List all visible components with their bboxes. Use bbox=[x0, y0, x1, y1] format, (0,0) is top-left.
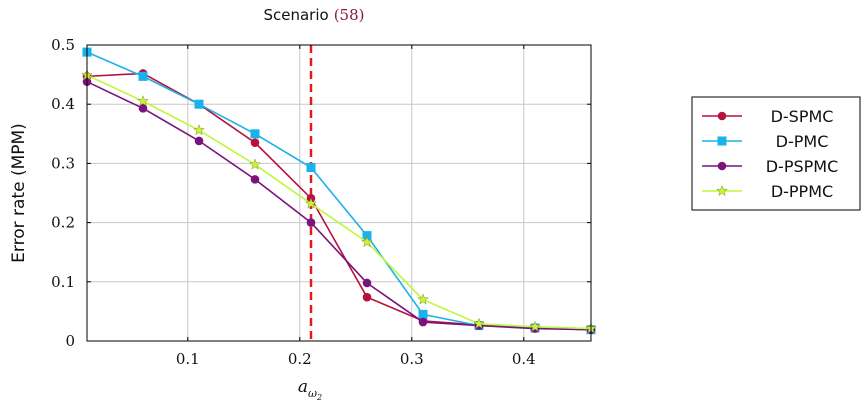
data-point-marker bbox=[250, 138, 260, 147]
legend-label: D-PMC bbox=[776, 132, 829, 151]
series-d-pmc bbox=[82, 47, 596, 335]
data-point-marker bbox=[418, 309, 428, 319]
legend-item-d-pmc: D-PMC bbox=[702, 132, 828, 151]
data-point-marker bbox=[529, 320, 541, 332]
y-tick-label: 0 bbox=[65, 332, 75, 350]
data-point-marker bbox=[362, 292, 372, 302]
legend-item-d-spmc: D-SPMC bbox=[702, 107, 833, 126]
chart-title-reference: (58) bbox=[334, 6, 365, 24]
x-tick-label: 0.2 bbox=[288, 350, 312, 368]
x-axis-label: aω2 bbox=[298, 377, 322, 402]
series-d-pspmc bbox=[82, 77, 596, 335]
data-point-marker bbox=[305, 197, 317, 209]
x-axis-label-subscript: ω bbox=[308, 387, 317, 400]
data-point-marker bbox=[362, 278, 372, 288]
series-group bbox=[81, 47, 597, 335]
data-point-marker bbox=[306, 163, 316, 173]
data-point-marker bbox=[717, 111, 727, 121]
x-tick-label: 0.1 bbox=[176, 350, 200, 368]
data-point-marker bbox=[417, 293, 429, 305]
data-point-marker bbox=[716, 184, 728, 196]
data-point-marker bbox=[473, 317, 485, 329]
legend-item-d-ppmc: D-PPMC bbox=[702, 182, 833, 201]
chart-title: Scenario (58) bbox=[263, 6, 364, 24]
data-point-marker bbox=[138, 104, 148, 113]
data-point-marker bbox=[717, 136, 727, 146]
series-line bbox=[86, 51, 592, 331]
series-line bbox=[86, 74, 592, 330]
data-point-marker bbox=[250, 175, 260, 184]
y-axis-label: Error rate (MPM) bbox=[9, 123, 29, 263]
data-point-marker bbox=[194, 136, 204, 146]
legend-label: D-PPMC bbox=[771, 182, 833, 201]
legend-label: D-SPMC bbox=[771, 107, 834, 126]
data-point-marker bbox=[362, 231, 372, 241]
y-tick-label: 0.3 bbox=[51, 154, 75, 172]
data-point-marker bbox=[138, 71, 148, 81]
x-tick-label: 0.4 bbox=[512, 350, 536, 368]
data-point-marker bbox=[249, 158, 261, 170]
data-point-marker bbox=[193, 124, 205, 136]
data-point-marker bbox=[194, 99, 204, 109]
data-point-marker bbox=[717, 161, 727, 171]
legend-label: D-PSPMC bbox=[766, 157, 839, 176]
y-tick-label: 0.1 bbox=[51, 273, 75, 291]
legend: D-SPMC D-PMC D-PSPMC D-PPMC bbox=[691, 96, 861, 211]
y-tick-label: 0.5 bbox=[51, 36, 75, 54]
y-tick-label: 0.2 bbox=[51, 214, 75, 232]
tick-labels: 0.1 0.2 0.3 0.4 0 0.1 0.2 0.3 0.4 0.5 bbox=[51, 36, 591, 368]
x-axis-label-subsubscript: 2 bbox=[316, 393, 322, 402]
x-tick-label: 0.3 bbox=[400, 350, 424, 368]
data-point-marker bbox=[418, 317, 428, 327]
legend-item-d-pspmc: D-PSPMC bbox=[702, 157, 838, 176]
data-point-marker bbox=[137, 95, 149, 107]
chart-title-text: Scenario bbox=[263, 6, 328, 24]
plot-frame bbox=[86, 44, 592, 342]
data-point-marker bbox=[250, 129, 260, 139]
grid bbox=[87, 44, 591, 342]
y-tick-label: 0.4 bbox=[51, 95, 75, 113]
data-point-marker bbox=[361, 236, 373, 248]
data-point-marker bbox=[306, 218, 316, 227]
series-line bbox=[86, 80, 592, 331]
x-axis-label-main: a bbox=[298, 377, 308, 397]
